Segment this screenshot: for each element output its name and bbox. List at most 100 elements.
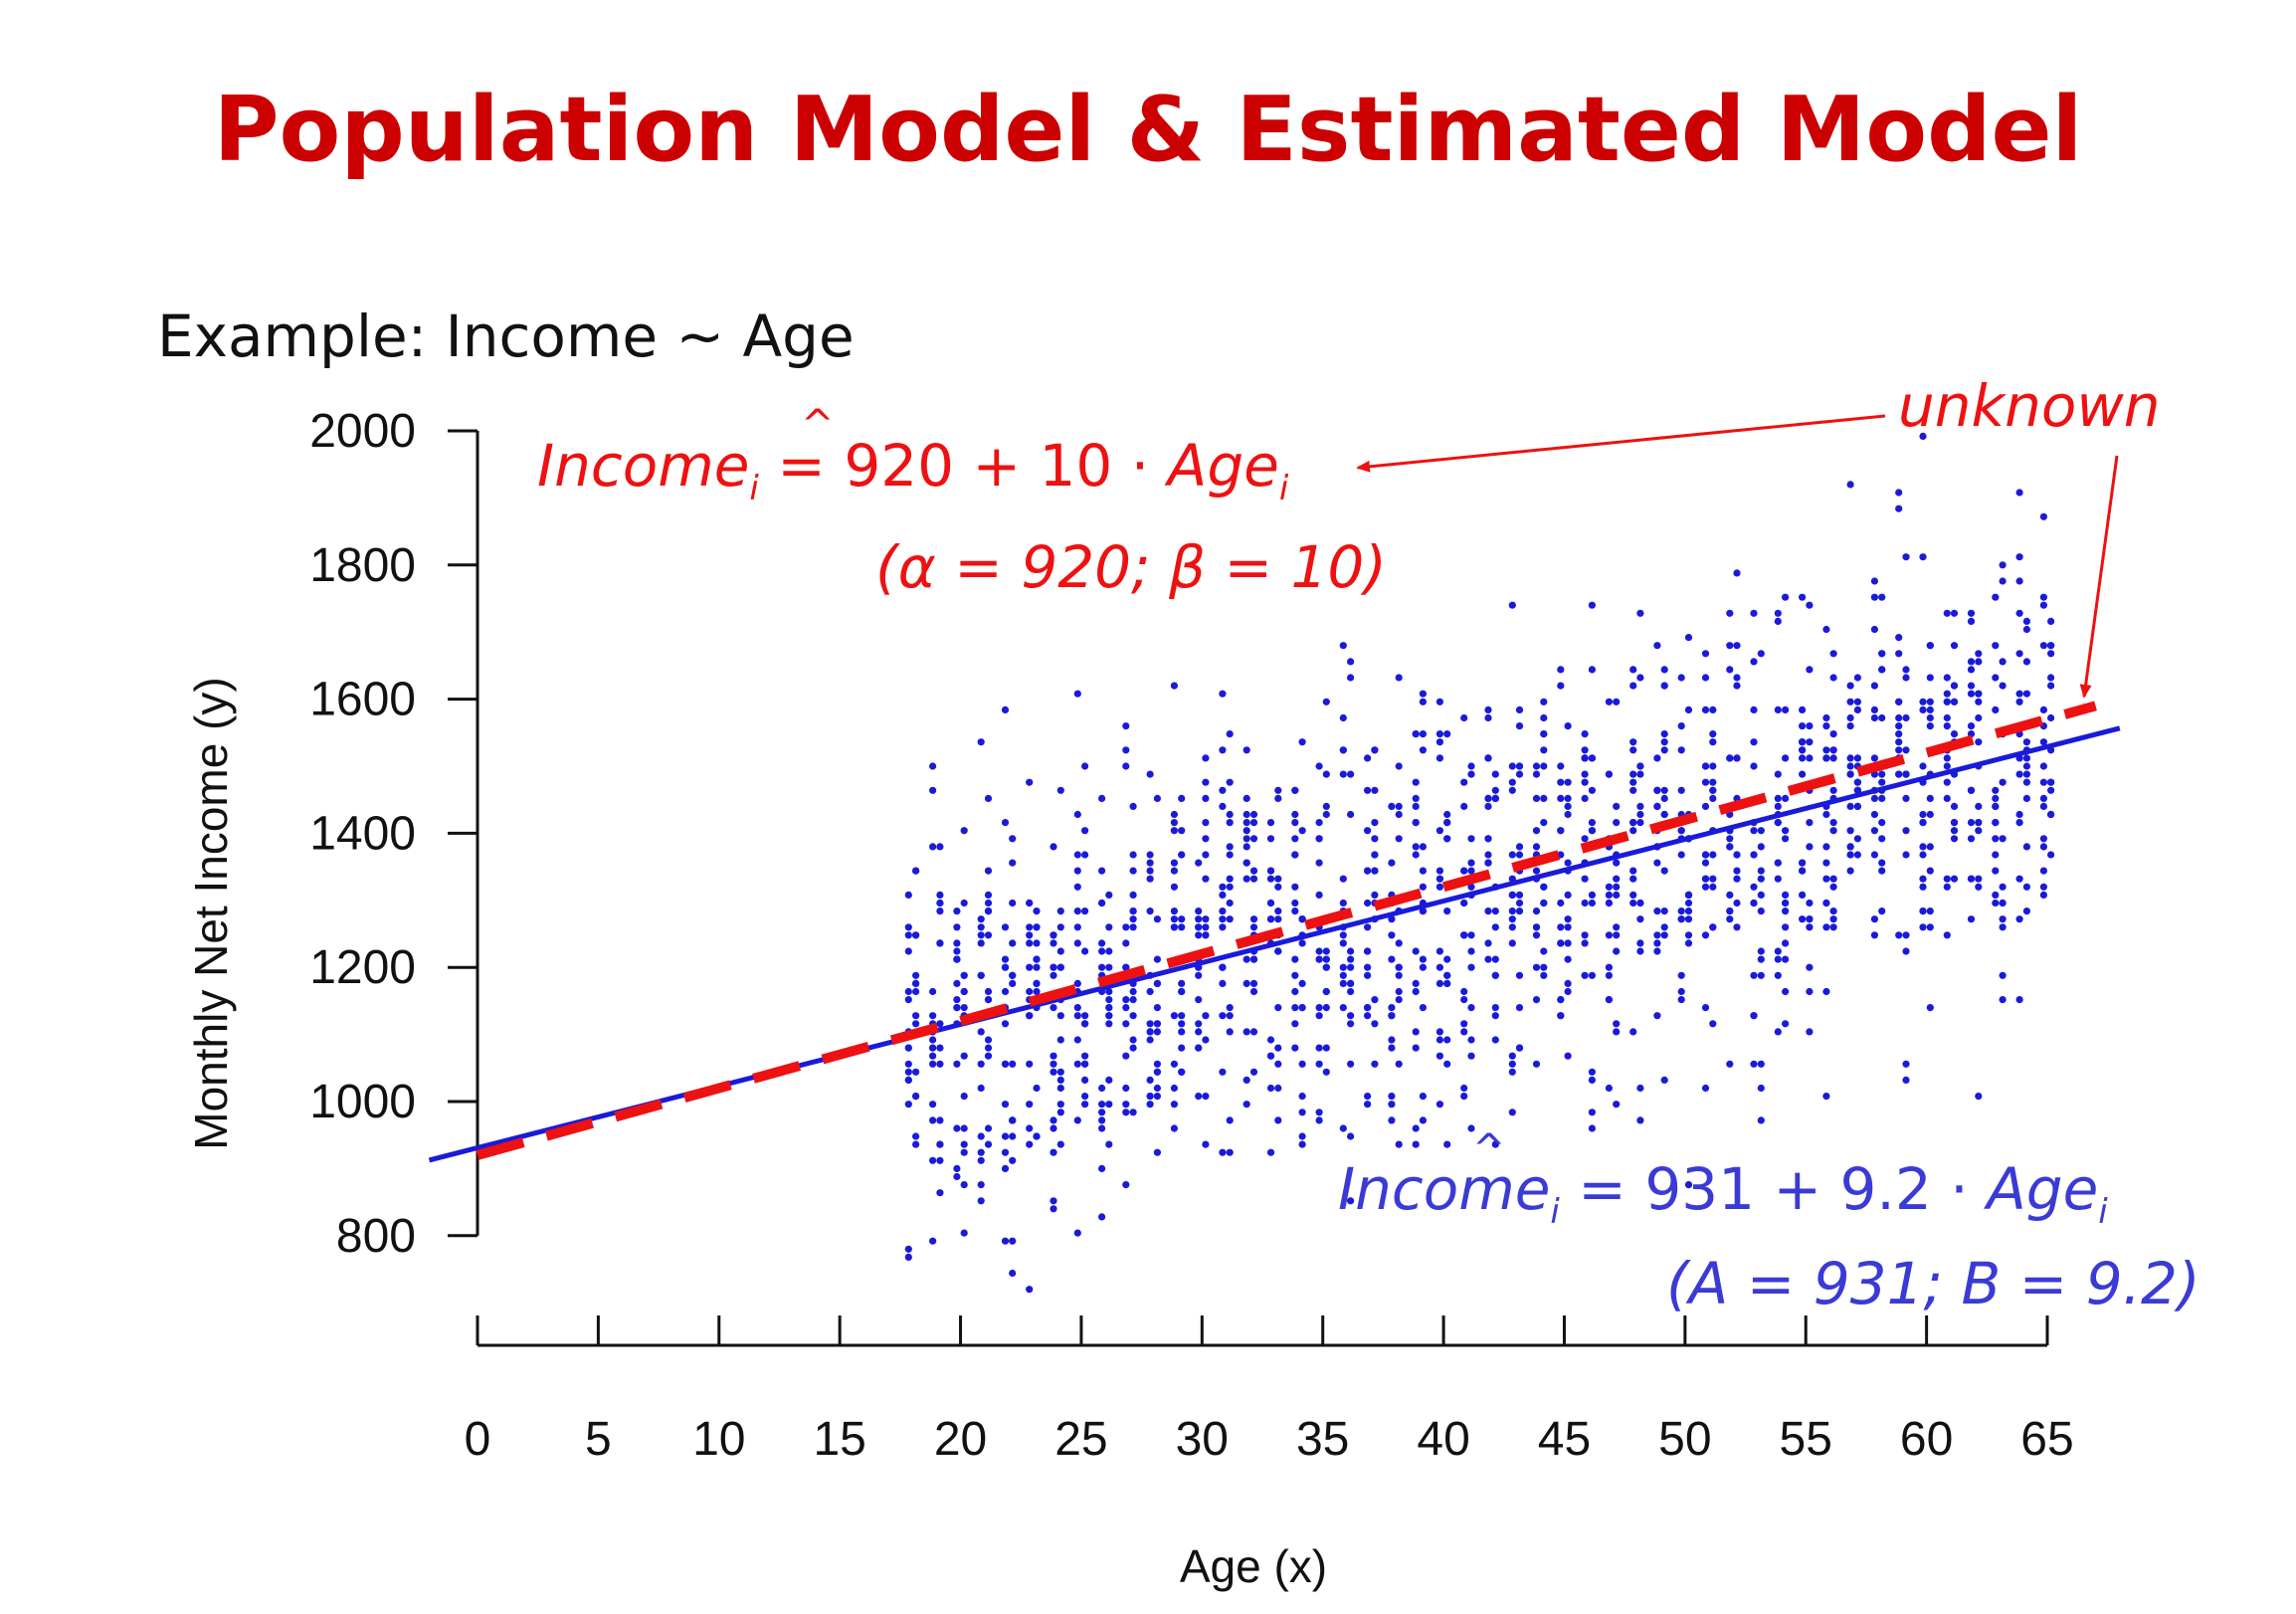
scatter-point <box>1733 851 1741 859</box>
scatter-point <box>1098 1124 1106 1132</box>
scatter-point <box>1195 1028 1203 1036</box>
scatter-point <box>1684 1181 1693 1189</box>
scatter-point <box>1919 883 1927 891</box>
scatter-point <box>1515 762 1524 770</box>
scatter-point <box>1829 674 1837 682</box>
scatter-point <box>1992 786 2000 794</box>
scatter-point <box>1266 819 1275 827</box>
scatter-point <box>1629 819 1637 827</box>
scatter-point <box>1484 802 1492 811</box>
scatter-point <box>953 979 961 988</box>
scatter-point <box>904 923 912 931</box>
scatter-point <box>1419 1116 1427 1124</box>
scatter-point <box>1098 939 1106 947</box>
scatter-point <box>1919 851 1927 859</box>
estimated-regression-line <box>428 725 2121 1163</box>
scatter-point <box>1009 859 1017 867</box>
scatter-point <box>929 1116 937 1124</box>
scatter-point <box>1733 674 1741 682</box>
scatter-point <box>1878 593 1886 601</box>
scatter-point <box>1009 971 1017 979</box>
scatter-point <box>1581 730 1589 738</box>
scatter-point <box>984 891 993 900</box>
scatter-point <box>1098 1084 1106 1093</box>
scatter-point <box>1249 987 1258 996</box>
scatter-point <box>1581 770 1589 778</box>
scatter-point <box>1153 1028 1161 1036</box>
scatter-point <box>2022 658 2030 666</box>
scatter-point <box>1388 859 1396 867</box>
scatter-point <box>912 1020 920 1028</box>
scatter-point <box>1435 1052 1443 1060</box>
scatter-point <box>904 1044 912 1052</box>
scatter-point <box>1484 713 1492 722</box>
scatter-point <box>1081 1076 1089 1084</box>
scatter-point <box>1581 971 1589 979</box>
scatter-point <box>1950 698 1959 706</box>
scatter-point <box>1026 939 1034 947</box>
scatter-point <box>1926 867 1934 875</box>
scatter-point <box>1073 979 1081 988</box>
scatter-point <box>1315 1116 1323 1124</box>
scatter-point <box>1701 931 1710 939</box>
scatter-point <box>1484 859 1492 867</box>
scatter-point <box>1515 908 1524 915</box>
scatter-point <box>1508 939 1516 947</box>
scatter-point <box>1001 819 1010 827</box>
slide-title: Population Model & Estimated Model <box>213 78 2083 182</box>
scatter-point <box>1146 875 1154 883</box>
scatter-point <box>1660 923 1668 931</box>
scatter-point <box>1274 786 1282 794</box>
scatter-point <box>1846 722 1854 730</box>
scatter-point <box>1467 947 1475 955</box>
scatter-point <box>1322 1068 1330 1076</box>
scatter-point <box>1653 939 1661 947</box>
scatter-point <box>1588 971 1596 979</box>
scatter-point <box>1564 915 1572 923</box>
scatter-point <box>912 867 920 875</box>
scatter-point <box>1298 915 1306 923</box>
scatter-point <box>912 1068 920 1076</box>
scatter-point <box>1460 996 1468 1004</box>
scatter-point <box>984 1044 993 1052</box>
scatter-point <box>1829 827 1837 835</box>
scatter-point <box>1050 1205 1057 1213</box>
scatter-point <box>1709 1020 1717 1028</box>
scatter-point <box>1129 987 1137 996</box>
scatter-point <box>2039 891 2047 900</box>
scatter-point <box>1219 883 1227 891</box>
scatter-point <box>1195 971 1203 979</box>
scatter-point <box>1878 778 1886 786</box>
scatter-point <box>1919 762 1927 770</box>
scatter-point <box>1178 1012 1186 1020</box>
scatter-point <box>977 923 985 931</box>
scatter-point <box>1395 996 1403 1004</box>
scatter-point <box>1322 987 1330 996</box>
scatter-point <box>1435 867 1443 875</box>
scatter-point <box>1081 762 1089 770</box>
scatter-point <box>2015 609 2023 617</box>
scatter-point <box>1195 1093 1203 1101</box>
scatter-point <box>1153 1020 1161 1028</box>
scatter-point <box>1001 706 1010 714</box>
scatter-point <box>1588 899 1596 908</box>
scatter-point <box>1726 908 1734 915</box>
scatter-point <box>1395 762 1403 770</box>
scatter-point <box>960 987 968 996</box>
scatter-point <box>2039 512 2047 520</box>
scatter-point <box>1540 730 1548 738</box>
scatter-point <box>1629 786 1637 794</box>
scatter-point <box>1122 996 1130 1004</box>
scatter-point <box>1967 658 1976 666</box>
scatter-point <box>1926 843 1934 851</box>
scatter-point <box>1508 915 1516 923</box>
scatter-point <box>1926 1004 1934 1012</box>
scatter-point <box>1170 915 1178 923</box>
scatter-point <box>1757 891 1765 900</box>
scatter-point <box>1557 899 1565 908</box>
scatter-point <box>1967 690 1976 698</box>
scatter-point <box>1653 1012 1661 1020</box>
scatter-point <box>1926 642 1934 650</box>
scatter-point <box>1146 851 1154 859</box>
scatter-point <box>1129 1036 1137 1044</box>
